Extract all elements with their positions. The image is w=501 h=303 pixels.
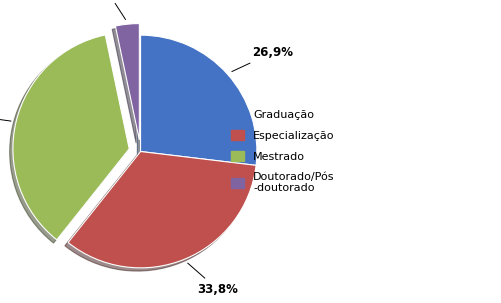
- Text: 33,8%: 33,8%: [187, 263, 237, 296]
- Wedge shape: [140, 35, 257, 165]
- Text: 26,9%: 26,9%: [231, 46, 293, 72]
- Legend: Graduação, Especialização, Mestrado, Doutorado/Pós
-doutorado: Graduação, Especialização, Mestrado, Dou…: [227, 106, 337, 197]
- Wedge shape: [115, 24, 139, 140]
- Text: 3,3%: 3,3%: [91, 0, 125, 20]
- Wedge shape: [13, 35, 129, 240]
- Text: 36,0%: 36,0%: [0, 108, 11, 121]
- Wedge shape: [68, 152, 256, 268]
